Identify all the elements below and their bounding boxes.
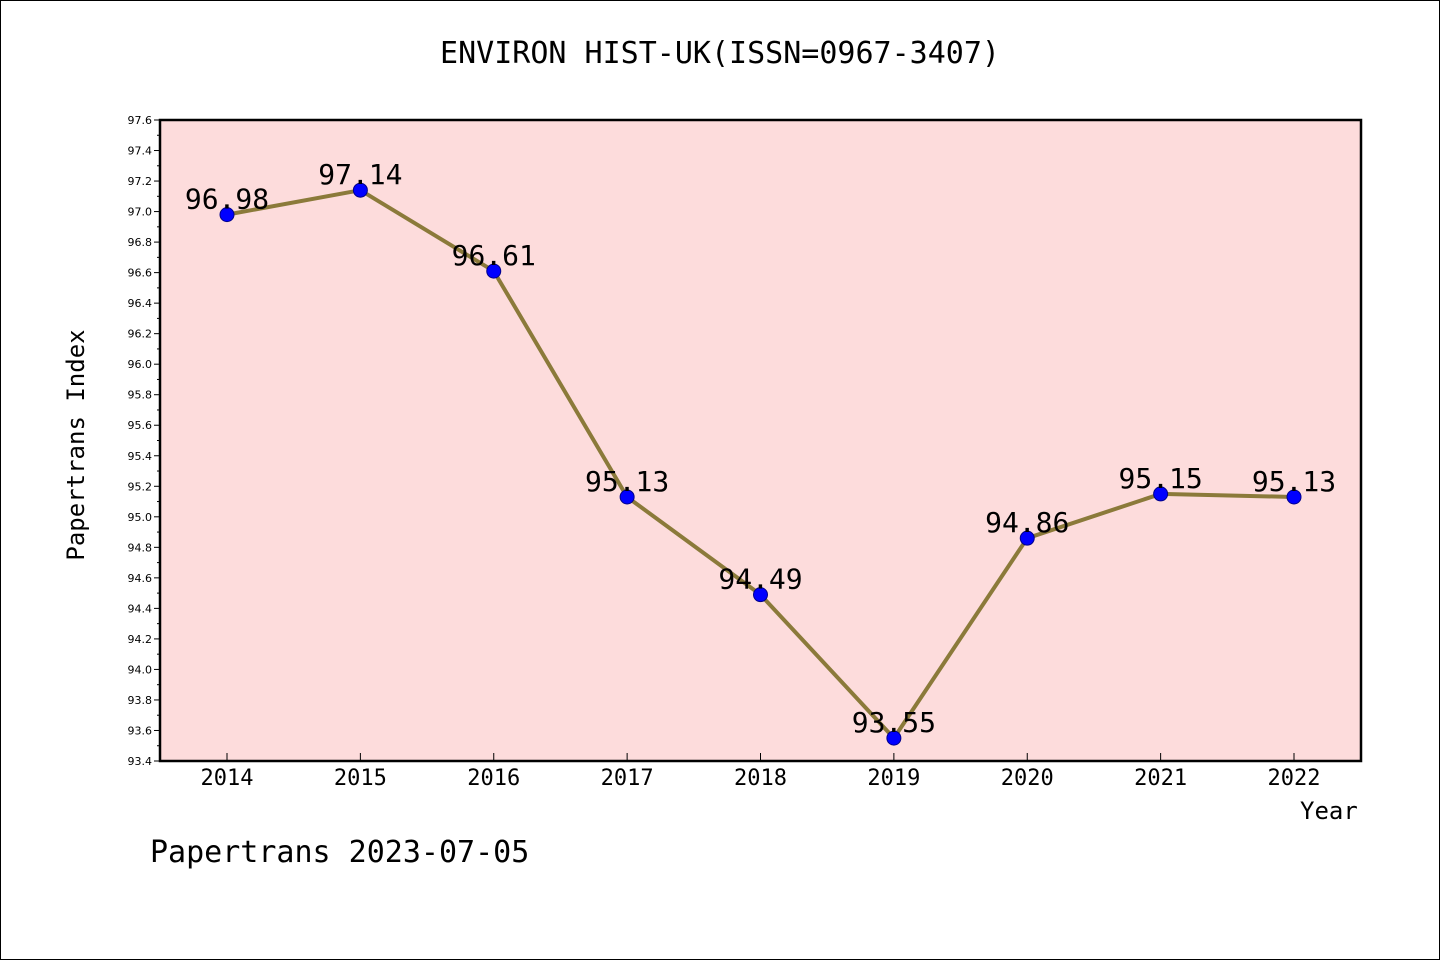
data-label: 95.13 <box>1252 465 1336 498</box>
y-tick-label: 94.0 <box>128 663 153 676</box>
data-point <box>1019 530 1035 546</box>
x-tick-label: 2014 <box>201 766 254 791</box>
y-tick-label: 97.6 <box>128 114 153 127</box>
x-tick-label: 2016 <box>467 766 520 791</box>
y-tick-label: 96.6 <box>128 267 153 280</box>
y-tick-label: 95.4 <box>128 450 153 463</box>
data-label: 95.15 <box>1118 462 1202 495</box>
x-tick-label: 2018 <box>734 766 787 791</box>
x-tick-label: 2022 <box>1268 766 1321 791</box>
y-tick-label: 96.4 <box>128 297 153 310</box>
y-tick-label: 93.6 <box>128 724 153 737</box>
y-tick-label: 96.0 <box>128 358 153 371</box>
data-point <box>753 587 768 603</box>
data-point <box>486 263 502 279</box>
x-tick-label: 2015 <box>334 766 387 791</box>
data-point <box>619 489 635 505</box>
data-point <box>886 730 902 746</box>
x-tick-label: 2020 <box>1001 766 1054 791</box>
y-tick-label: 93.8 <box>128 694 153 707</box>
chart-title: ENVIRON HIST-UK(ISSN=0967-3407) <box>440 36 1000 71</box>
data-label: 97.14 <box>318 158 402 191</box>
y-tick-label: 94.2 <box>128 633 153 646</box>
x-tick-label: 2017 <box>601 766 654 791</box>
data-label: 96.61 <box>452 239 536 272</box>
footer-text: Papertrans 2023-07-05 <box>150 835 530 870</box>
x-tick-label: 2021 <box>1134 766 1187 791</box>
y-tick-label: 93.4 <box>128 755 153 768</box>
data-label: 94.86 <box>985 506 1069 539</box>
x-tick-label: 2019 <box>867 766 920 791</box>
data-point <box>1153 486 1169 502</box>
y-tick-label: 94.8 <box>128 541 153 554</box>
data-label: 96.98 <box>185 183 269 216</box>
y-tick-label: 96.2 <box>128 328 153 341</box>
y-tick-label: 97.2 <box>128 175 153 188</box>
y-tick-label: 95.6 <box>128 419 153 432</box>
data-point <box>352 182 368 198</box>
y-tick-label: 97.0 <box>128 206 153 219</box>
plot-area <box>160 120 1361 761</box>
data-label: 95.13 <box>585 465 669 498</box>
y-tick-label: 94.4 <box>128 602 153 615</box>
x-axis-label: Year <box>1300 797 1358 825</box>
y-tick-label: 95.0 <box>128 511 153 524</box>
y-tick-label: 97.4 <box>128 145 153 158</box>
data-label: 94.49 <box>718 563 802 596</box>
data-point <box>1286 489 1302 505</box>
y-tick-label: 95.2 <box>128 480 153 493</box>
y-tick-label: 94.6 <box>128 572 153 585</box>
y-tick-label: 96.8 <box>128 236 153 249</box>
data-point <box>219 207 235 223</box>
y-tick-label: 95.8 <box>128 389 153 402</box>
data-label: 93.55 <box>852 706 936 739</box>
